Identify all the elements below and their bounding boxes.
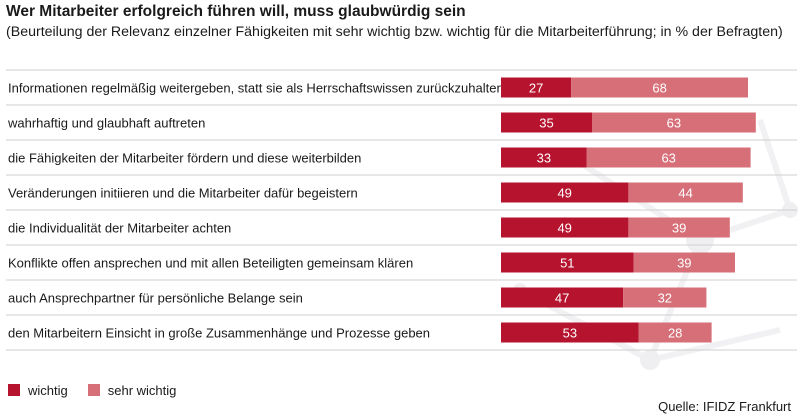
legend-item-sehr-wichtig: sehr wichtig — [87, 382, 177, 398]
bar-wichtig — [501, 217, 629, 238]
value-label-wichtig: 49 — [557, 221, 571, 236]
chart-title: Wer Mitarbeiter erfolgreich führen will,… — [6, 3, 466, 20]
bar-wichtig — [501, 147, 587, 168]
value-label-sehr-wichtig: 39 — [677, 256, 691, 271]
bar-sehr-wichtig — [628, 182, 743, 203]
value-label-wichtig: 33 — [537, 151, 551, 166]
chart-subtitle: (Beurteilung der Relevanz einzelner Fähi… — [6, 24, 783, 40]
bar-sehr-wichtig — [592, 112, 756, 133]
value-label-sehr-wichtig: 44 — [678, 186, 692, 201]
bar-wichtig — [501, 287, 624, 308]
bar-sehr-wichtig — [623, 287, 707, 308]
legend: wichtig sehr wichtig — [8, 380, 196, 400]
bar-wichtig — [501, 112, 592, 133]
value-label-wichtig: 35 — [539, 116, 553, 131]
category-label: Konflikte offen ansprechen und mit allen… — [8, 256, 413, 271]
value-label-sehr-wichtig: 28 — [668, 326, 682, 341]
legend-label-sehr-wichtig: sehr wichtig — [107, 382, 177, 398]
chart-area: Informationen regelmäßig weitergeben, st… — [6, 69, 798, 370]
category-label: den Mitarbeitern Einsicht in große Zusam… — [8, 326, 430, 341]
bg-network-line — [757, 119, 793, 211]
category-label: die Individualität der Mitarbeiter achte… — [8, 221, 231, 236]
value-label-sehr-wichtig: 32 — [658, 291, 672, 306]
value-label-wichtig: 49 — [557, 186, 571, 201]
legend-swatch-sehr-wichtig — [87, 384, 100, 396]
bar-wichtig — [501, 182, 629, 203]
category-label: die Fähigkeiten der Mitarbeiter fördern … — [8, 151, 361, 166]
category-label: Veränderungen initiieren und die Mitarbe… — [8, 186, 358, 201]
bar-wichtig — [501, 77, 572, 98]
bar-sehr-wichtig — [628, 217, 730, 238]
value-label-wichtig: 51 — [560, 256, 574, 271]
bg-network-line — [649, 327, 781, 363]
category-label: auch Ansprechpartner für persönliche Bel… — [8, 291, 303, 306]
legend-swatch-wichtig — [8, 384, 20, 396]
source-note: Quelle: IFIDZ Frankfurt — [658, 399, 791, 414]
value-label-sehr-wichtig: 68 — [652, 81, 666, 96]
bar-wichtig — [501, 252, 634, 273]
value-label-sehr-wichtig: 63 — [667, 116, 681, 131]
value-label-wichtig: 27 — [529, 81, 543, 96]
bar-sehr-wichtig — [633, 252, 735, 273]
category-label: Informationen regelmäßig weitergeben, st… — [8, 81, 504, 96]
bar-sehr-wichtig — [586, 147, 751, 168]
legend-item-wichtig: wichtig — [8, 383, 68, 398]
bar-sehr-wichtig — [571, 77, 748, 98]
value-label-sehr-wichtig: 39 — [672, 221, 686, 236]
value-label-wichtig: 53 — [563, 326, 577, 341]
category-label: wahrhaftig und glaubhaft auftreten — [7, 116, 205, 131]
bar-wichtig — [501, 322, 639, 343]
bg-network-node — [640, 350, 660, 370]
value-label-wichtig: 47 — [555, 291, 569, 306]
bar-sehr-wichtig — [638, 322, 712, 343]
value-label-sehr-wichtig: 63 — [661, 151, 675, 166]
legend-label-wichtig: wichtig — [28, 382, 68, 398]
